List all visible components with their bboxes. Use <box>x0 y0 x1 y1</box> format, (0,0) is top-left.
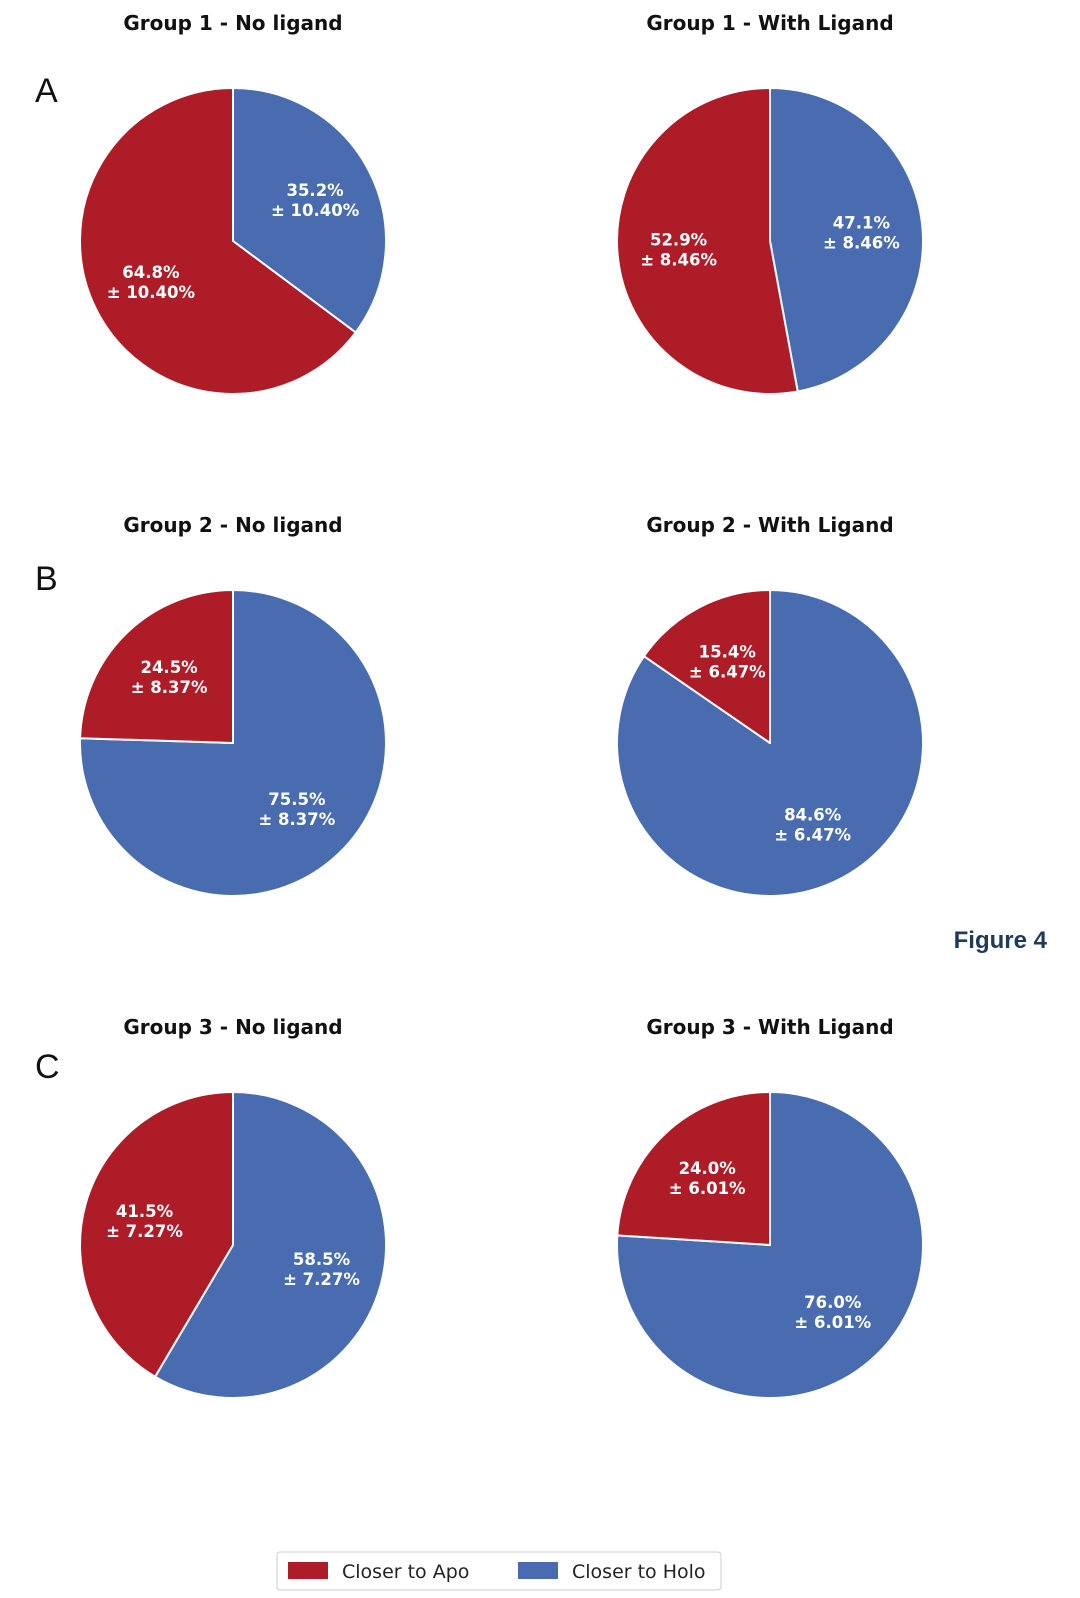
slice-label-apo: 24.5% ± 8.37% <box>131 658 208 697</box>
slice-label-holo: 75.5% ± 8.37% <box>258 790 335 829</box>
panel-letter-b: B <box>35 560 58 598</box>
pie-slice-apo <box>616 1091 771 1246</box>
legend-frame <box>276 1551 722 1591</box>
slice-label-apo: 15.4% ± 6.47% <box>689 643 766 682</box>
slice-label-holo: 84.6% ± 6.47% <box>774 805 851 844</box>
slice-label-holo: 76.0% ± 6.01% <box>794 1293 871 1332</box>
slice-label-apo: 64.8% ± 10.40% <box>107 263 196 302</box>
pie-slice-holo <box>616 589 924 897</box>
pie-slice-apo <box>79 1091 234 1378</box>
pie-slice-apo <box>79 87 357 395</box>
slice-label-holo: 47.1% ± 8.46% <box>823 214 900 253</box>
pie-slice-apo <box>616 87 799 395</box>
pie-slice-apo <box>643 589 771 744</box>
legend: Closer to Apo Closer to Holo <box>276 1551 722 1591</box>
chart-title-group-3-no-ligand: Group 3 - No ligand <box>123 1015 342 1039</box>
chart-title-group-1-no-ligand: Group 1 - No ligand <box>123 11 342 35</box>
chart-title-group-2-with-ligand: Group 2 - With Ligand <box>646 513 893 537</box>
legend-swatch-holo <box>518 1562 558 1579</box>
slice-label-apo: 24.0% ± 6.01% <box>669 1159 746 1198</box>
pie-slice-holo <box>232 87 387 334</box>
slice-label-holo: 35.2% ± 10.40% <box>271 181 360 220</box>
legend-label-apo: Closer to Apo <box>342 1561 469 1583</box>
panel-letter-a: A <box>35 72 58 110</box>
chart-title-group-2-no-ligand: Group 2 - No ligand <box>123 513 342 537</box>
legend-label-holo: Closer to Holo <box>572 1561 706 1583</box>
legend-swatch-apo <box>288 1562 328 1579</box>
chart-title-group-3-with-ligand: Group 3 - With Ligand <box>646 1015 893 1039</box>
slice-label-holo: 58.5% ± 7.27% <box>283 1250 360 1289</box>
pie-charts: Group 1 - No ligand 35.2% ± 10.40% 64.8% ± 1… <box>79 11 924 1399</box>
pie-slice-apo <box>79 589 234 744</box>
panel-letter-c: C <box>35 1048 60 1086</box>
slice-label-apo: 52.9% ± 8.46% <box>640 230 717 269</box>
pie-slice-holo <box>769 87 924 393</box>
figure-label: Figure 4 <box>954 927 1048 954</box>
pie-slice-holo <box>154 1091 387 1399</box>
chart-title-group-1-with-ligand: Group 1 - With Ligand <box>646 11 893 35</box>
slice-label-apo: 41.5% ± 7.27% <box>106 1202 183 1241</box>
pie-slice-holo <box>615 1091 924 1399</box>
